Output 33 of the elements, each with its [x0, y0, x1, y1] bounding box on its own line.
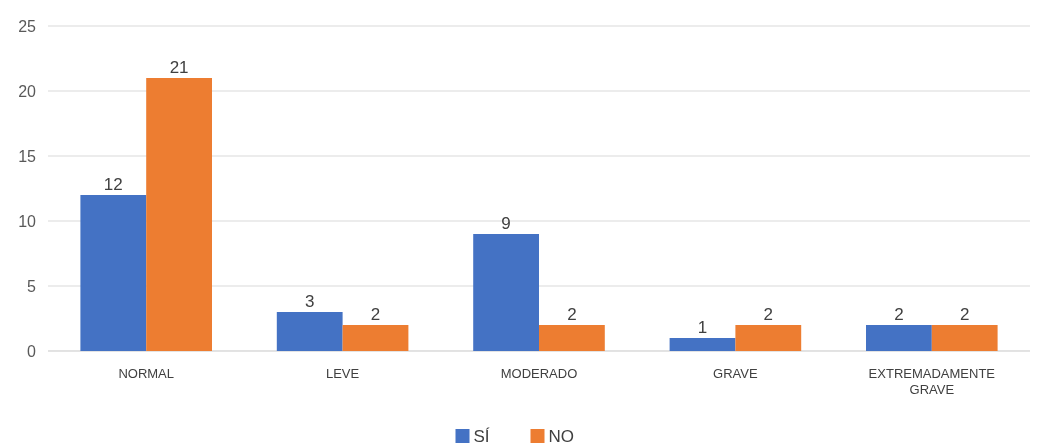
- data-label: 1: [697, 318, 708, 337]
- data-label: 2: [370, 305, 381, 324]
- bar: [80, 195, 147, 351]
- y-tick-label: 25: [18, 17, 37, 35]
- y-tick-label: 0: [27, 342, 37, 360]
- data-label: 2: [959, 305, 970, 324]
- bar: [669, 338, 736, 351]
- x-tick-label: NORMAL: [118, 366, 175, 381]
- bar: [931, 325, 998, 351]
- x-tick-label: LEVE: [325, 366, 360, 381]
- bar: [146, 78, 212, 351]
- bar: [276, 312, 343, 351]
- y-tick-label: 5: [27, 277, 37, 295]
- bar: [342, 325, 409, 351]
- data-label: 21: [169, 58, 189, 77]
- bar: [735, 325, 802, 351]
- x-tick-label: GRAVE: [713, 366, 758, 381]
- bar: [473, 234, 539, 351]
- legend-label: SÍ: [473, 426, 490, 445]
- data-label: 9: [501, 214, 511, 233]
- y-tick-label: 10: [18, 212, 37, 230]
- data-label: 2: [763, 305, 774, 324]
- data-label: 2: [894, 305, 904, 324]
- bar: [539, 325, 605, 351]
- x-tick-label: MODERADO: [500, 366, 578, 381]
- data-label: 2: [567, 305, 577, 324]
- y-tick-label: 20: [18, 82, 37, 100]
- bar: [866, 325, 932, 351]
- legend-label: NO: [548, 426, 574, 445]
- data-label: 3: [304, 292, 315, 311]
- data-label: 12: [103, 175, 123, 194]
- y-tick-label: 15: [18, 147, 37, 165]
- x-tick-label: EXTREMADAMENTE GRAVE: [868, 366, 996, 397]
